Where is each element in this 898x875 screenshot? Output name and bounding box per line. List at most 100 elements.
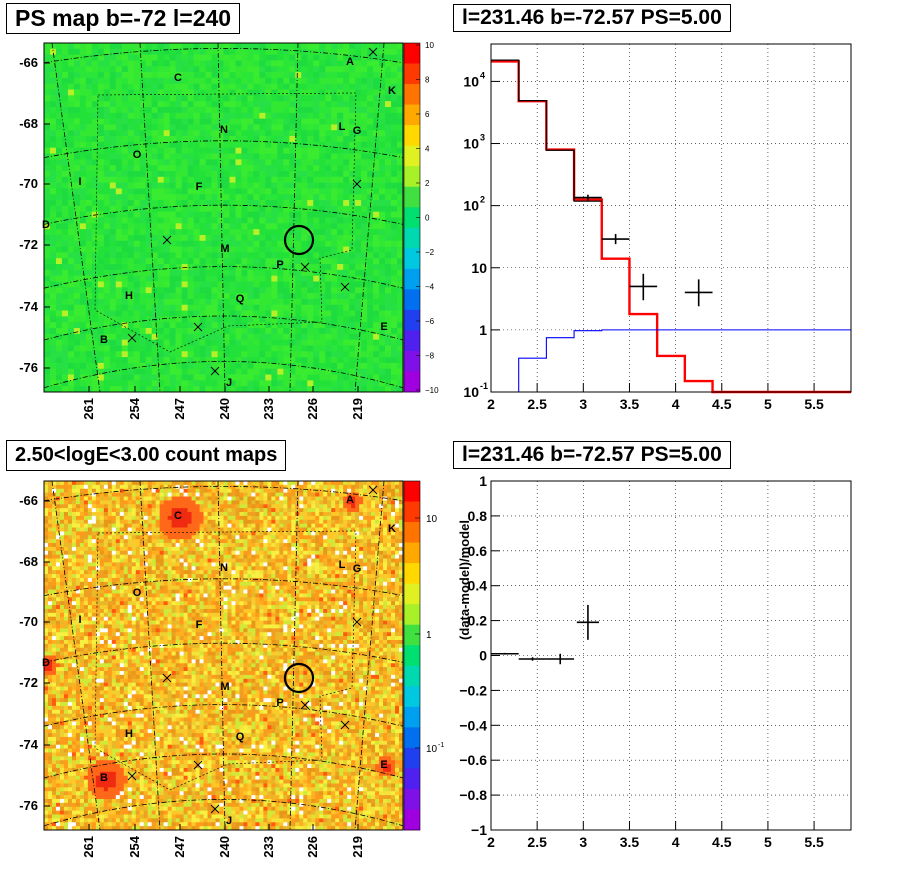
map-pixel (379, 141, 386, 149)
map-pixel (337, 322, 344, 329)
map-pixel (217, 316, 224, 323)
map-pixel (259, 124, 266, 131)
map-pixel (87, 733, 93, 738)
map-pixel (67, 546, 73, 552)
map-pixel (313, 159, 320, 166)
map-pixel (169, 217, 176, 224)
map-pixel (59, 702, 65, 707)
map-pixel (44, 77, 51, 85)
map-pixel (73, 223, 81, 230)
map-pixel (109, 380, 117, 387)
map-pixel (49, 95, 57, 102)
map-pixel (241, 106, 248, 114)
map-pixel (145, 147, 153, 154)
map-pixel (49, 316, 57, 323)
map-x-tick-label: 233 (261, 398, 276, 420)
map-pixel (79, 752, 85, 757)
map-pixel (61, 182, 69, 189)
map-pixel (193, 304, 200, 311)
map-pixel (361, 316, 368, 323)
map-pixel (73, 170, 81, 178)
map-pixel (283, 54, 290, 61)
colorbar-segment (404, 125, 420, 136)
map-pixel (325, 322, 332, 329)
map-pixel (283, 205, 290, 213)
map-pixel (283, 124, 290, 131)
map-pixel (85, 362, 93, 370)
map-pixel (91, 496, 97, 501)
map-pixel (391, 229, 398, 236)
map-pixel (397, 141, 404, 149)
map-pixel (71, 488, 77, 493)
map-pixel (145, 333, 153, 340)
map-pixel (121, 136, 129, 143)
map-pixel (73, 275, 81, 282)
map-pixel (95, 767, 101, 773)
map-pixel (175, 351, 182, 358)
map-pixel (391, 211, 398, 218)
map-pixel (79, 787, 85, 792)
map-pixel (85, 89, 93, 96)
map-pixel (44, 690, 49, 695)
map-pixel (229, 316, 236, 323)
map-pixel (187, 106, 194, 114)
map-pixel (169, 136, 176, 143)
map-pixel (91, 298, 99, 306)
map-pixel (181, 386, 188, 393)
map-pixel (47, 678, 53, 683)
map-pixel (217, 386, 224, 393)
map-pixel (61, 368, 69, 375)
map-pixel (71, 577, 77, 583)
map-pixel (59, 620, 65, 625)
map-pixel (373, 60, 380, 67)
map-pixel (373, 281, 380, 288)
map-pixel (55, 298, 63, 306)
map-pixel (133, 43, 141, 50)
map-pixel (361, 101, 368, 108)
map-pixel (55, 702, 61, 707)
map-pixel (55, 328, 63, 335)
map-pixel (289, 182, 296, 189)
map-pixel (313, 200, 320, 207)
map-pixel (47, 488, 53, 493)
map-pixel (253, 101, 260, 108)
map-pixel (121, 170, 129, 178)
map-pixel (133, 345, 141, 352)
colorbar-tick-label: 2 (425, 179, 430, 188)
map-pixel (71, 810, 77, 815)
map-pixel (79, 581, 85, 587)
map-pixel (109, 211, 117, 218)
map-pixel (55, 515, 61, 521)
map-pixel (145, 345, 153, 352)
map-pixel (337, 281, 344, 288)
map-pixel (217, 159, 224, 166)
map-pixel (301, 159, 308, 166)
map-pixel (211, 188, 218, 195)
map-pixel (343, 95, 350, 102)
map-pixel (157, 83, 165, 90)
map-pixel (283, 200, 290, 207)
map-pixel (307, 130, 314, 137)
map-pixel (59, 628, 65, 633)
map-pixel (133, 176, 141, 183)
map-pixel (295, 176, 302, 183)
map-pixel (175, 66, 182, 73)
colorbar-tick-label: −2 (425, 248, 435, 257)
map-pixel (55, 229, 63, 236)
map-pixel (95, 787, 101, 792)
map-pixel (277, 362, 284, 370)
map-pixel (193, 339, 200, 346)
map-pixel (193, 165, 200, 172)
map-pixel (301, 322, 308, 329)
map-pixel (169, 170, 176, 178)
map-pixel (91, 752, 97, 757)
map-pixel (355, 170, 362, 178)
map-pixel (271, 246, 278, 253)
map-pixel (199, 176, 206, 183)
map-pixel (67, 810, 73, 815)
map-pixel (301, 43, 308, 50)
map-pixel (301, 345, 308, 352)
map-pixel (95, 783, 101, 788)
map-pixel (355, 322, 362, 329)
map-pixel (67, 601, 73, 606)
